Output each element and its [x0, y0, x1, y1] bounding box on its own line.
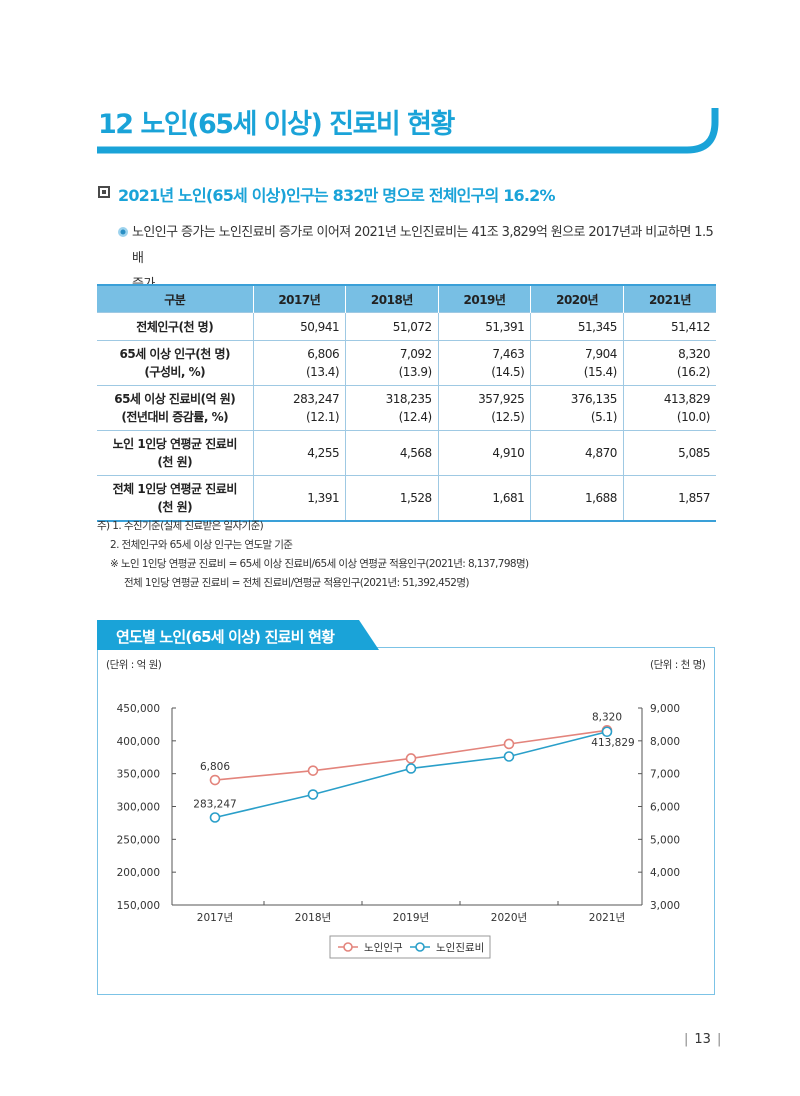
page-number-value: 13: [694, 1032, 711, 1047]
table-row: 노인 1인당 연평균 진료비 (천 원) 4,255 4,568 4,910 4,870 5…: [97, 430, 716, 476]
page-number: | 13 |: [684, 1032, 722, 1047]
y-right-tick-label: 6,000: [650, 802, 680, 814]
row-label: 65세 이상 인구(천 명) (구성비, %): [97, 340, 253, 386]
y-right-tick-label: 3,000: [650, 900, 680, 912]
unit-right: (단위 : 천 명): [650, 659, 706, 671]
data-label: 8,320: [592, 711, 622, 723]
y-left-tick-label: 350,000: [117, 769, 160, 781]
table-body: 전체인구(천 명) 50,941 51,072 51,391 51,345 51,412 6…: [97, 312, 716, 522]
table-cell: 4,255: [252, 430, 346, 476]
title-underline: [97, 108, 719, 154]
table-header-2: 2018년: [345, 285, 439, 313]
x-tick-label: 2018년: [295, 912, 331, 924]
chart-tab-label: 연도별 노인(65세 이상) 진료비 현황: [116, 628, 335, 646]
y-left-tick-label: 200,000: [117, 867, 160, 879]
table-cell: 51,412: [622, 312, 716, 341]
table-cell: 6,806 (13.4): [252, 340, 346, 386]
table-row: 전체인구(천 명) 50,941 51,072 51,391 51,345 51,412: [97, 312, 716, 341]
legend-label: 노인진료비: [436, 942, 484, 954]
table-cell: 8,320 (16.2): [622, 340, 716, 386]
y-left-tick-label: 300,000: [117, 802, 160, 814]
table-cell: 357,925 (12.5): [437, 385, 531, 431]
y-left-tick-label: 250,000: [117, 834, 160, 846]
table-cell: 51,345: [530, 312, 624, 341]
data-point: [209, 774, 221, 786]
data-label: 6,806: [200, 761, 230, 773]
table-cell: 4,870: [530, 430, 624, 476]
data-point: [405, 763, 417, 774]
table-header-4: 2020년: [530, 285, 624, 313]
legend-marker: [415, 942, 425, 952]
line-chart: 150,000 200,000 250,000 300,000 350,000 400,0…: [117, 703, 680, 959]
unit-left: (단위 : 억 원): [106, 659, 162, 671]
table-header-0: 구분: [97, 285, 253, 313]
table-cell: 50,941: [252, 312, 346, 341]
table-cell: 1,681: [437, 475, 531, 522]
chart-panel: [97, 647, 715, 995]
x-tick-label: 2021년: [589, 912, 625, 924]
table-header-3: 2019년: [437, 285, 531, 313]
y-right-tick-label: 7,000: [650, 769, 680, 781]
y-right-tick-label: 8,000: [650, 736, 680, 748]
table-row: 65세 이상 진료비(억 원) (전년대비 증감률, %) 283,247 (12.1…: [97, 385, 716, 431]
row-label: 65세 이상 진료비(억 원) (전년대비 증감률, %): [97, 385, 253, 431]
note-1: 주) 1. 수진기준(실제 진료받은 일자기준): [97, 520, 264, 532]
table-cell: 4,568: [345, 430, 439, 476]
table-cell: 51,072: [345, 312, 439, 341]
table-cell: 5,085: [622, 430, 716, 476]
data-point: [307, 765, 319, 776]
table-row: 전체 1인당 연평균 진료비 (천 원) 1,391 1,528 1,681 1,688 1…: [97, 475, 716, 522]
subheading: 2021년 노인(65세 이상)인구는 832만 명으로 전체인구의 16.2%: [118, 186, 556, 205]
row-label: 전체 1인당 연평균 진료비 (천 원): [97, 475, 253, 522]
y-right-tick-label: 5,000: [650, 834, 680, 846]
subheading-marker-icon: [98, 186, 110, 198]
page-title: 12 노인(65세 이상) 진료비 현황: [98, 109, 455, 140]
table-cell: 1,857: [622, 475, 716, 522]
x-tick-label: 2019년: [393, 912, 429, 924]
table-cell: 1,391: [252, 475, 346, 522]
data-point: [601, 726, 613, 738]
y-right-tick-label: 9,000: [650, 703, 680, 715]
y-left-tick-label: 450,000: [117, 703, 160, 715]
x-tick-label: 2020년: [491, 912, 527, 924]
data-point: [209, 812, 221, 823]
table-cell: 7,463 (14.5): [437, 340, 531, 386]
data-point: [307, 789, 319, 800]
chart-tab: [97, 620, 379, 650]
note-2: 2. 전체인구와 65세 이상 인구는 연도말 기준: [110, 539, 293, 551]
bullet-line-1: 노인인구 증가는 노인진료비 증가로 이어져 2021년 노인진료비는 41조 …: [132, 225, 714, 266]
table-header-1: 2017년: [252, 285, 346, 313]
data-point: [503, 738, 515, 750]
data-label: 283,247: [193, 799, 236, 811]
table-cell: 376,135 (5.1): [530, 385, 624, 431]
x-tick-label: 2017년: [197, 912, 233, 924]
table-cell: 318,235 (12.4): [345, 385, 439, 431]
table-cell: 1,688: [530, 475, 624, 522]
y-left-tick-label: 150,000: [117, 900, 160, 912]
table-row: 65세 이상 인구(천 명) (구성비, %) 6,806 (13.4) 7,092 (1…: [97, 340, 716, 386]
bullet-icon: [118, 227, 128, 237]
y-left-tick-label: 400,000: [117, 736, 160, 748]
data-point: [405, 753, 417, 764]
table-cell: 1,528: [345, 475, 439, 522]
legend-label: 노인인구: [364, 942, 403, 954]
table-cell: 413,829 (10.0): [622, 385, 716, 431]
row-label: 전체인구(천 명): [97, 312, 253, 341]
table-cell: 4,910: [437, 430, 531, 476]
table-header-row: 구분 2017년 2018년 2019년 2020년 2021년: [97, 285, 716, 313]
data-point: [503, 751, 515, 762]
note-3: ※ 노인 1인당 연평균 진료비 = 65세 이상 진료비/65세 이상 연평균…: [110, 558, 529, 570]
y-right-tick-label: 4,000: [650, 867, 680, 879]
table-cell: 283,247 (12.1): [252, 385, 346, 431]
legend-marker: [343, 942, 353, 952]
row-label: 노인 1인당 연평균 진료비 (천 원): [97, 430, 253, 476]
data-label: 413,829: [591, 737, 634, 749]
data-table: 구분 2017년 2018년 2019년 2020년 2021년 전체인구(천 명) 50,…: [97, 284, 716, 522]
table-cell: 51,391: [437, 312, 531, 341]
table-cell: 7,092 (13.9): [345, 340, 439, 386]
table-header-5: 2021년: [622, 285, 716, 313]
note-4: 전체 1인당 연평균 진료비 = 전체 진료비/연평균 적용인구(2021년: …: [124, 577, 470, 589]
table-cell: 7,904 (15.4): [530, 340, 624, 386]
